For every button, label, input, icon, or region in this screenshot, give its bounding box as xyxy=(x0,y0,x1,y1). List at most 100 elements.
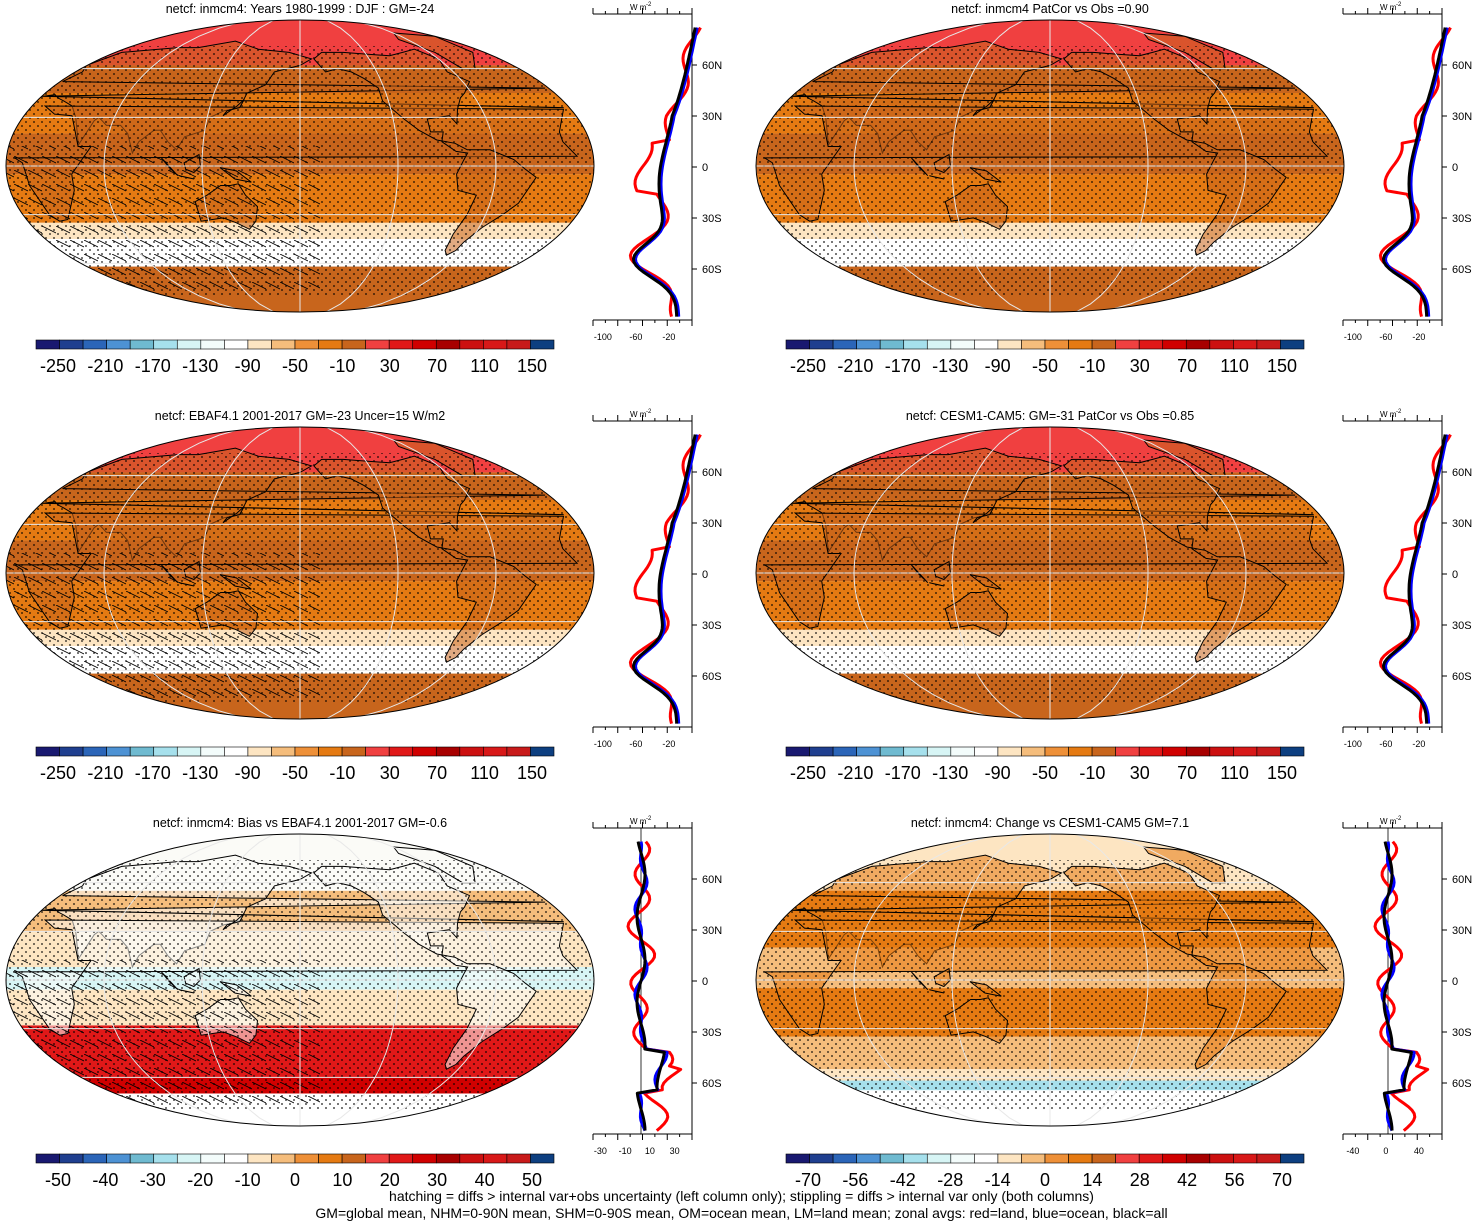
colorbar-swatch xyxy=(809,339,834,350)
colorbar-swatch xyxy=(412,339,437,350)
hatching xyxy=(6,960,320,1110)
colorbar-label: -90 xyxy=(235,356,261,376)
zonal-ocean-curve xyxy=(1380,841,1416,1132)
colorbar-swatch xyxy=(318,1153,343,1164)
colorbar-swatch xyxy=(318,339,343,350)
colorbar-swatch xyxy=(200,339,225,350)
zonal-lat-label: 0 xyxy=(702,162,708,174)
colorbar-swatch xyxy=(247,1153,272,1164)
colorbar-label: -40 xyxy=(92,1170,118,1190)
map-border xyxy=(755,426,1345,720)
colorbar-label: 150 xyxy=(1267,763,1297,783)
zonal-lat-label: 30S xyxy=(702,1027,722,1039)
zonal-land-curve xyxy=(628,433,702,724)
zonal-units: W m xyxy=(630,817,647,826)
zonal-land-curve xyxy=(628,26,702,317)
colorbar-label: 110 xyxy=(1220,763,1249,783)
colorbar-swatch xyxy=(1209,746,1234,757)
colorbar-swatch xyxy=(459,746,484,757)
colorbar-swatch xyxy=(1044,746,1069,757)
colorbar-swatch xyxy=(1256,746,1281,757)
colorbar-label: -170 xyxy=(885,763,921,783)
world-map xyxy=(755,19,1345,313)
colorbar-swatch xyxy=(1280,746,1305,757)
zonal-lat-label: 30S xyxy=(1452,213,1472,225)
colorbar-swatch xyxy=(809,746,834,757)
colorbar-label: -10 xyxy=(1079,356,1105,376)
colorbar-label: 30 xyxy=(427,1170,447,1190)
panel-title: netcf: inmcm4: Bias vs EBAF4.1 2001-2017… xyxy=(152,816,448,830)
colorbar-label: -28 xyxy=(937,1170,963,1190)
colorbar-swatch xyxy=(1209,1153,1234,1164)
zonal-x-label: 40 xyxy=(1414,1146,1424,1156)
colorbar-swatch xyxy=(1091,746,1116,757)
colorbar-swatch xyxy=(82,339,107,350)
colorbar-swatch xyxy=(271,1153,296,1164)
colorbar-label: -56 xyxy=(842,1170,868,1190)
zonal-ocean-curve xyxy=(633,841,669,1132)
hatching xyxy=(6,146,320,296)
zonal-lat-label: 30N xyxy=(1452,111,1472,123)
colorbar-swatch xyxy=(1162,1153,1187,1164)
colorbar-label: 150 xyxy=(1267,356,1297,376)
colorbar: -50 -40 -30 -20 -10 0 10 20 30 40 50 xyxy=(35,1153,555,1190)
colorbar-swatch xyxy=(459,339,484,350)
zonal-x-label: -60 xyxy=(1379,739,1392,749)
colorbar-swatch xyxy=(247,746,272,757)
colorbar-swatch xyxy=(506,746,531,757)
zonal-x-label: 0 xyxy=(1383,1146,1388,1156)
colorbar-swatch xyxy=(1021,1153,1046,1164)
zonal-all-curve xyxy=(1382,27,1447,317)
zonal-lat-label: 60N xyxy=(1452,467,1472,479)
colorbar-swatch xyxy=(59,746,84,757)
colorbar-label: -70 xyxy=(795,1170,821,1190)
panel-3: netcf: EBAF4.1 2001-2017 GM=-23 Uncer=15… xyxy=(0,407,741,812)
colorbar-label: 30 xyxy=(380,356,400,376)
colorbar-swatch xyxy=(879,1153,905,1164)
zonal-lat-label: 30S xyxy=(702,620,722,632)
colorbar-label: 40 xyxy=(475,1170,495,1190)
colorbar-swatch xyxy=(1021,746,1046,757)
zonal-lat-label: 0 xyxy=(702,569,708,581)
zonal-units: W m xyxy=(1380,410,1397,419)
zonal-units-exponent: -2 xyxy=(1396,2,1402,8)
zonal-units: W m xyxy=(630,3,647,12)
zonal-average-plot: W m -2 60N 30N 0 30S 60S -100 -60 -20 xyxy=(1342,2,1472,342)
zonal-lat-label: 0 xyxy=(1452,976,1458,988)
colorbar-label: -10 xyxy=(329,763,355,783)
colorbar-swatch xyxy=(35,746,60,757)
colorbar: -250 -210 -170 -130 -90 -50 -10 30 70 110 150 xyxy=(785,339,1305,376)
colorbar-label: -42 xyxy=(890,1170,916,1190)
zonal-units-exponent: -2 xyxy=(646,2,652,8)
colorbar-label: -210 xyxy=(87,356,123,376)
colorbar-swatch xyxy=(176,746,202,757)
colorbar-label: -250 xyxy=(40,356,76,376)
zonal-lat-label: 60S xyxy=(1452,1078,1472,1090)
colorbar-swatch xyxy=(341,339,366,350)
panel-title: netcf: EBAF4.1 2001-2017 GM=-23 Uncer=15… xyxy=(154,409,446,423)
colorbar-swatch xyxy=(129,746,155,757)
zonal-x-label: -20 xyxy=(1412,332,1425,342)
colorbar-label: 70 xyxy=(1177,356,1197,376)
colorbar-swatch xyxy=(294,1153,319,1164)
colorbar-label: 110 xyxy=(470,356,499,376)
colorbar-swatch xyxy=(879,339,905,350)
colorbar-label: 150 xyxy=(517,356,547,376)
zonal-lat-label: 60N xyxy=(702,60,722,72)
colorbar-swatch xyxy=(856,746,881,757)
colorbar-swatch xyxy=(926,746,952,757)
zonal-x-label: -10 xyxy=(619,1146,632,1156)
colorbar-swatch xyxy=(82,746,107,757)
colorbar-swatch xyxy=(35,339,60,350)
zonal-x-label: -20 xyxy=(662,739,675,749)
colorbar-swatch xyxy=(483,339,508,350)
colorbar-label: -10 xyxy=(1079,763,1105,783)
colorbar-swatch xyxy=(997,746,1022,757)
colorbar-label: -250 xyxy=(790,356,826,376)
zonal-x-label: -100 xyxy=(1344,739,1362,749)
colorbar-swatch xyxy=(997,339,1022,350)
colorbar-label: 30 xyxy=(1130,356,1150,376)
zonal-lat-label: 30N xyxy=(702,111,722,123)
colorbar-swatch xyxy=(388,746,414,757)
colorbar-label: -50 xyxy=(45,1170,71,1190)
